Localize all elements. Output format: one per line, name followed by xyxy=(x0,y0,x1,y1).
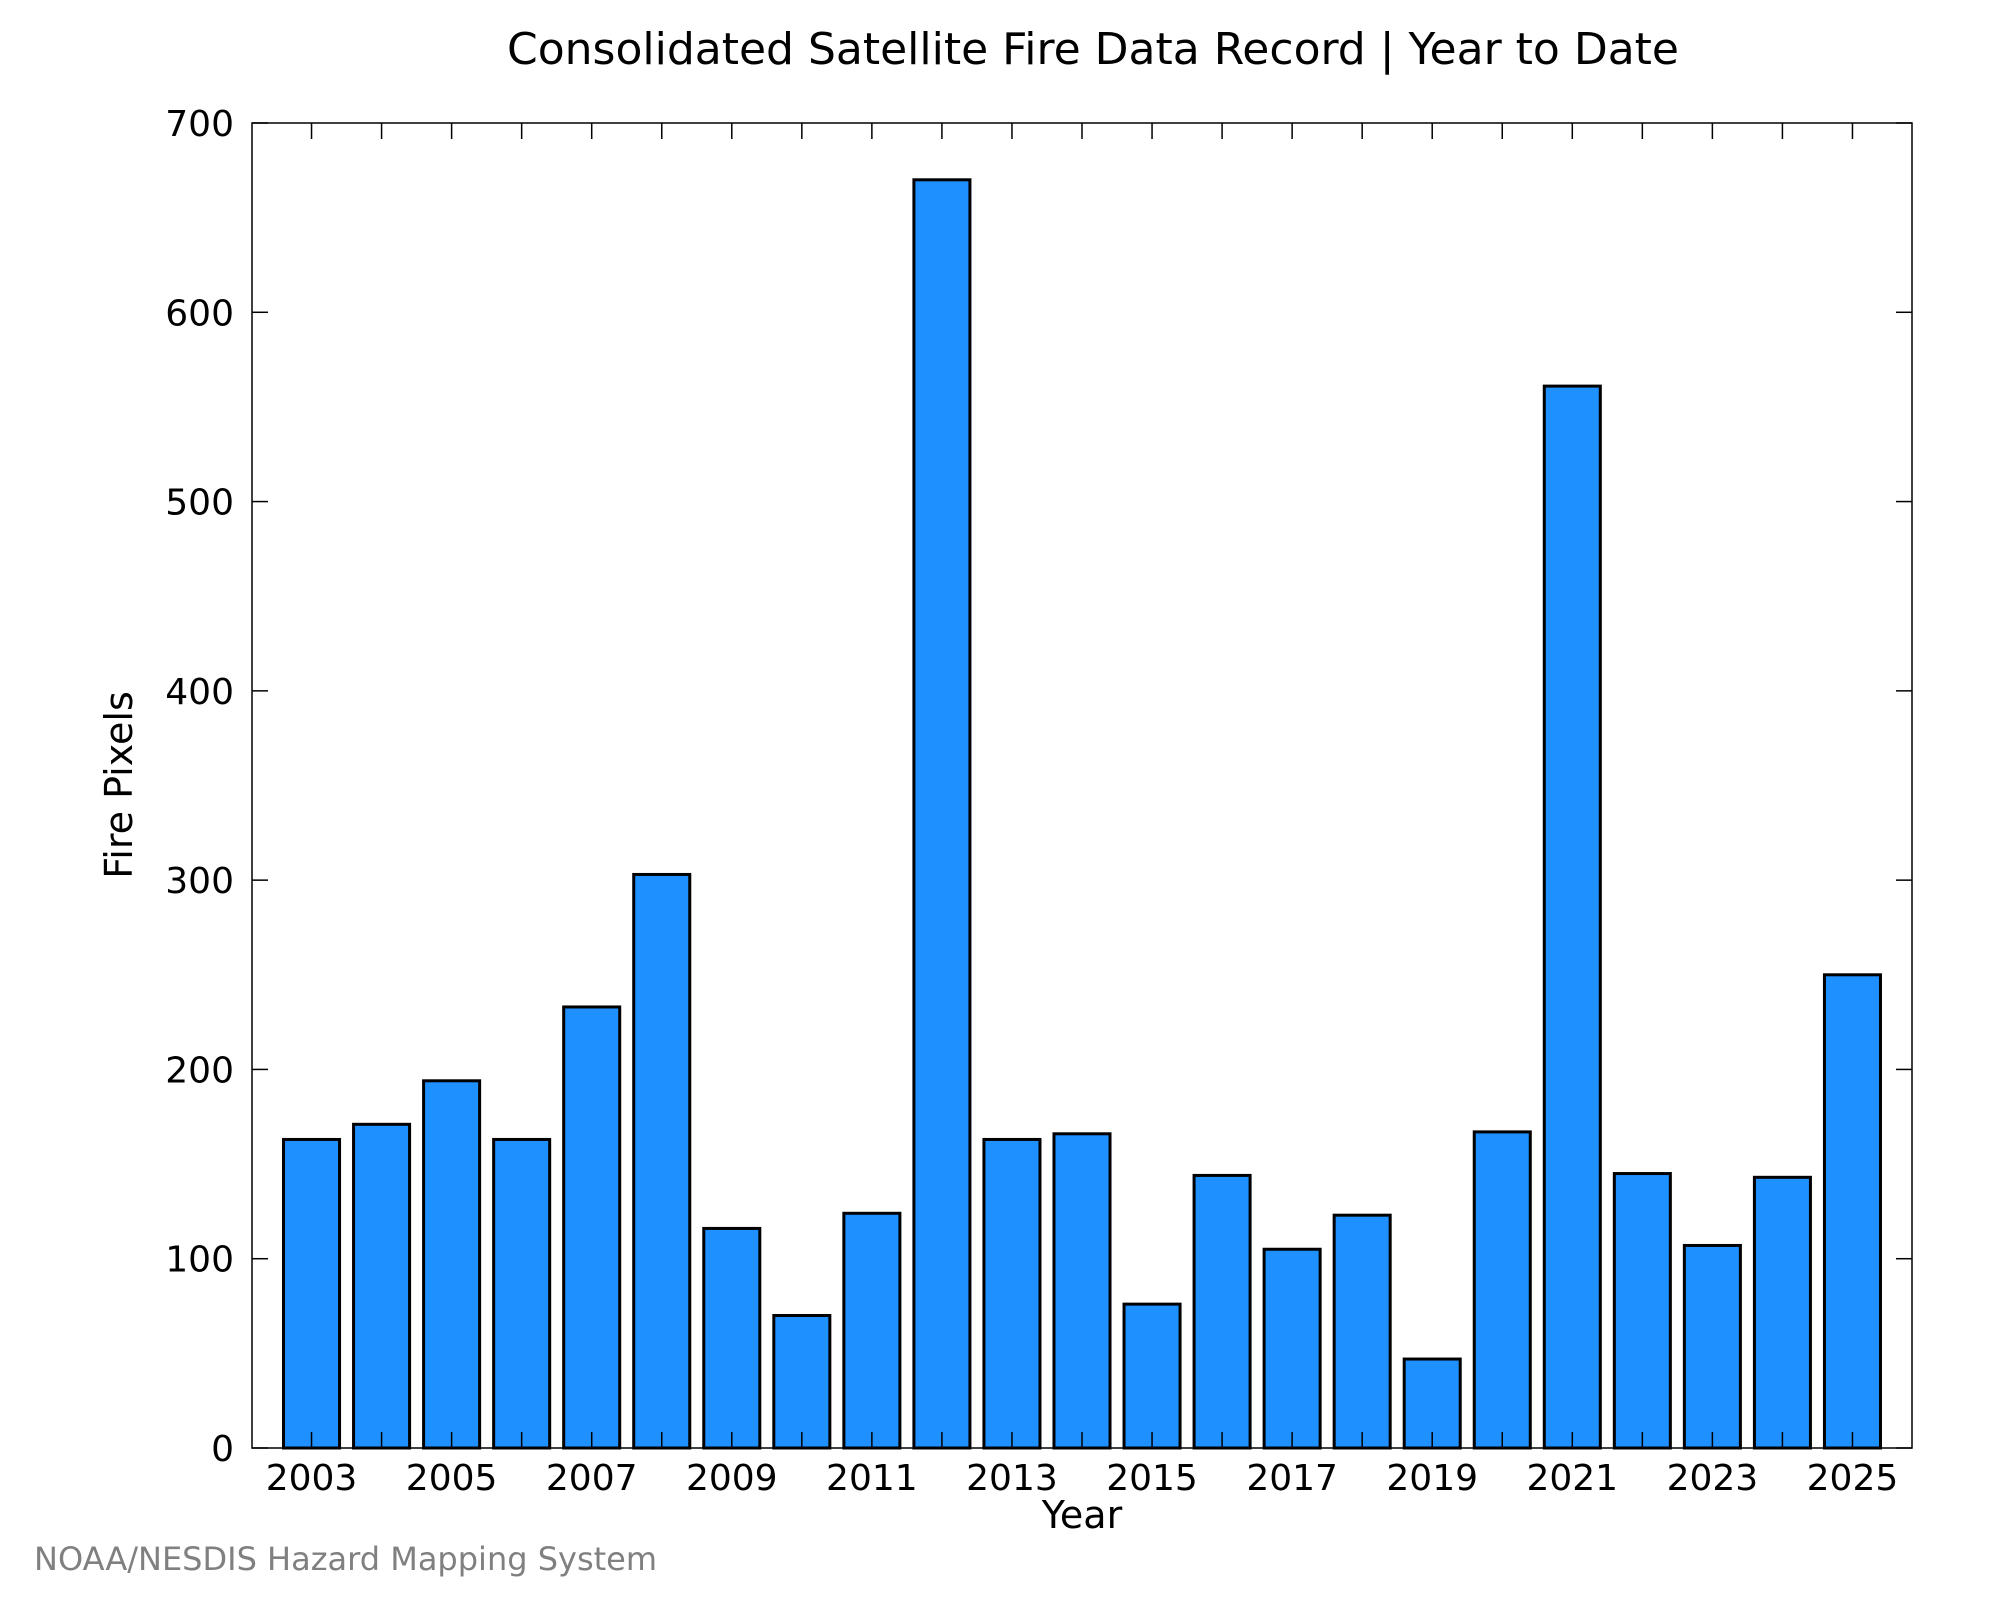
x-tick-label-2007: 2007 xyxy=(546,1458,638,1499)
x-tick-label-2005: 2005 xyxy=(406,1458,498,1499)
bar-2007 xyxy=(562,1005,622,1450)
bar-2016 xyxy=(1192,1173,1252,1450)
y-axis-label: Fire Pixels xyxy=(97,691,141,879)
y-axis-ticks: 0 100 200 300 400 500 600 700 xyxy=(165,104,1912,1470)
y-tick-label-500: 500 xyxy=(165,483,234,524)
x-tick-label-2017: 2017 xyxy=(1246,1458,1338,1499)
bar-2018 xyxy=(1332,1213,1392,1450)
bar-2008 xyxy=(632,872,692,1450)
bar-2015 xyxy=(1122,1302,1182,1450)
y-tick-label-0: 0 xyxy=(211,1429,234,1470)
bars-group xyxy=(282,178,1882,1450)
x-tick-label-2013: 2013 xyxy=(966,1458,1058,1499)
bar-2021 xyxy=(1542,384,1602,1450)
bar-2010 xyxy=(772,1314,832,1450)
y-tick-label-400: 400 xyxy=(165,672,234,713)
x-tick-label-2015: 2015 xyxy=(1106,1458,1198,1499)
bar-2014 xyxy=(1052,1132,1112,1450)
bar-2011 xyxy=(842,1211,902,1450)
y-tick-label-600: 600 xyxy=(165,293,234,334)
bar-2022 xyxy=(1612,1172,1672,1450)
y-tick-label-100: 100 xyxy=(165,1240,234,1281)
bar-2020 xyxy=(1472,1130,1532,1450)
x-tick-label-2021: 2021 xyxy=(1526,1458,1618,1499)
bar-2013 xyxy=(982,1137,1042,1450)
y-tick-label-200: 200 xyxy=(165,1050,234,1091)
credit-text: NOAA/NESDIS Hazard Mapping System xyxy=(34,1540,657,1578)
bar-2023 xyxy=(1682,1243,1742,1450)
bar-2004 xyxy=(352,1122,412,1450)
x-tick-label-2003: 2003 xyxy=(266,1458,358,1499)
x-tick-label-2019: 2019 xyxy=(1386,1458,1478,1499)
bar-2006 xyxy=(492,1137,552,1450)
bar-2017 xyxy=(1262,1247,1322,1450)
chart-title: Consolidated Satellite Fire Data Record … xyxy=(507,24,1679,75)
x-tick-label-2009: 2009 xyxy=(686,1458,778,1499)
x-tick-label-2011: 2011 xyxy=(826,1458,918,1499)
x-axis-label: Year xyxy=(1041,1493,1123,1537)
bar-2025 xyxy=(1822,973,1882,1450)
bar-2012 xyxy=(912,178,972,1450)
x-axis-ticks: 2003 2005 2007 2009 2011 2013 2015 2017 2019 2021… xyxy=(266,123,1899,1499)
bar-2003 xyxy=(282,1137,342,1450)
bar-2005 xyxy=(422,1079,482,1450)
y-tick-label-700: 700 xyxy=(165,104,234,145)
x-tick-label-2025: 2025 xyxy=(1807,1458,1899,1499)
y-tick-label-300: 300 xyxy=(165,861,234,902)
bar-2024 xyxy=(1752,1175,1812,1450)
bar-2009 xyxy=(702,1226,762,1450)
x-tick-label-2023: 2023 xyxy=(1667,1458,1759,1499)
